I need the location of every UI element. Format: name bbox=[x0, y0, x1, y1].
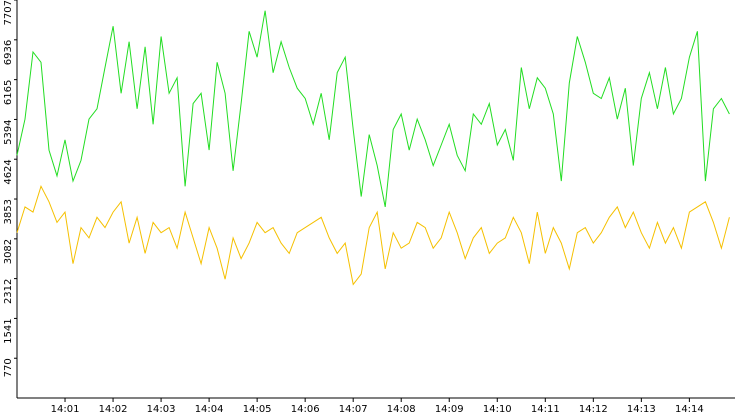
x-tick-label: 14:03 bbox=[147, 404, 176, 415]
x-tick-label: 14:09 bbox=[435, 404, 464, 415]
series-line bbox=[16, 184, 730, 286]
y-tick-label: 6936 bbox=[3, 40, 14, 65]
y-tick-label: 770 bbox=[3, 358, 14, 377]
x-tick-label: 14:13 bbox=[627, 404, 656, 415]
x-tick-label: 14:10 bbox=[483, 404, 512, 415]
x-tick-label: 14:07 bbox=[339, 404, 368, 415]
x-tick-label: 14:11 bbox=[531, 404, 560, 415]
series-line bbox=[16, 10, 730, 207]
y-tick-label: 2312 bbox=[3, 279, 14, 304]
y-tick-label: 4624 bbox=[3, 159, 14, 184]
x-tick-label: 14:08 bbox=[387, 404, 416, 415]
x-tick-label: 14:02 bbox=[99, 404, 128, 415]
y-tick-label: 3082 bbox=[3, 239, 14, 264]
x-tick-label: 14:06 bbox=[291, 404, 320, 415]
x-tick-label: 14:01 bbox=[51, 404, 80, 415]
x-tick-label: 14:04 bbox=[195, 404, 224, 415]
x-tick-label: 14:05 bbox=[243, 404, 272, 415]
y-tick-label: 1541 bbox=[3, 318, 14, 343]
x-tick-label: 14:12 bbox=[579, 404, 608, 415]
y-tick-label: 5394 bbox=[3, 119, 14, 144]
x-tick-label: 14:14 bbox=[675, 404, 704, 415]
y-tick-label: 3853 bbox=[3, 199, 14, 224]
y-tick-label: 7707 bbox=[3, 0, 14, 25]
y-tick-label: 6165 bbox=[3, 80, 14, 105]
